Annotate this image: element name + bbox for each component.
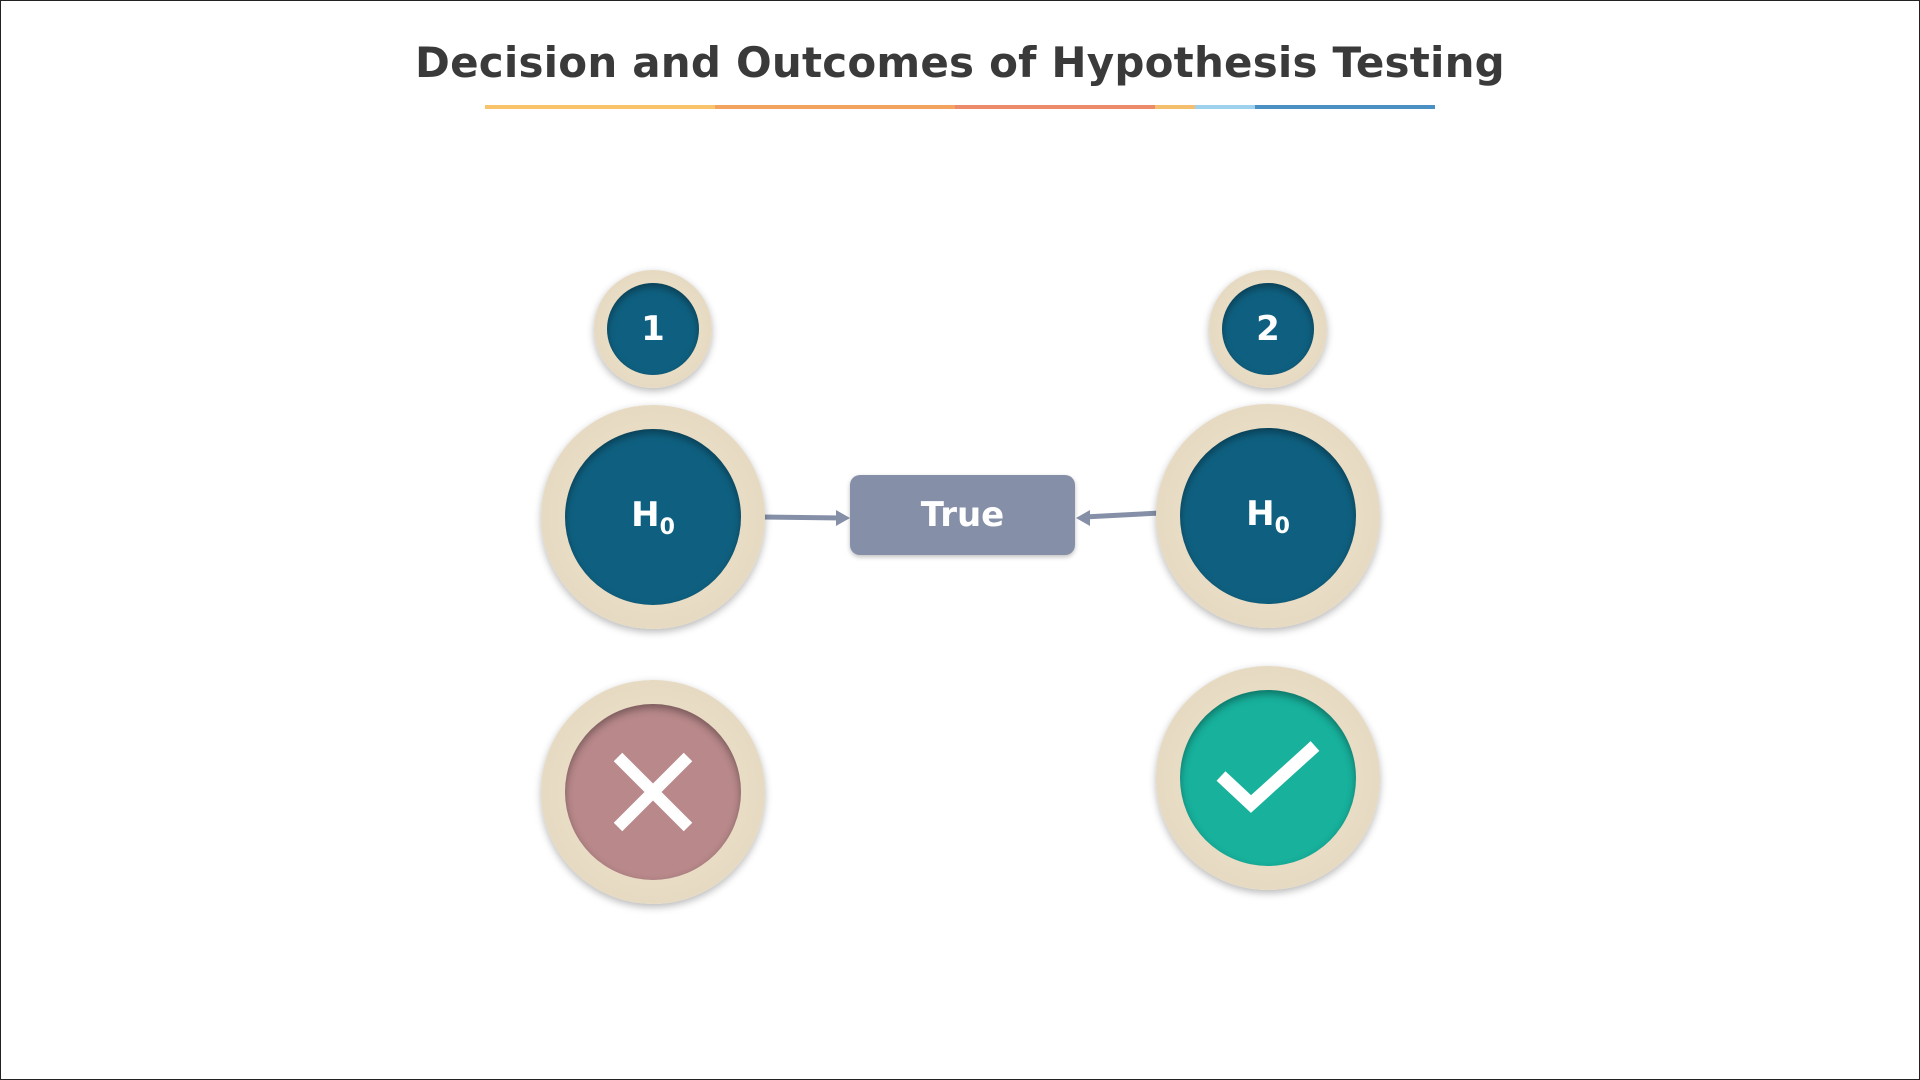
- left-arrow: [759, 514, 843, 521]
- badge-2-label: 2: [1256, 309, 1280, 349]
- hypothesis-1: H0: [565, 429, 741, 605]
- badge-1-label: 1: [641, 309, 665, 349]
- hypothesis-2-label: H0: [1246, 493, 1290, 539]
- accept-outcome: [1180, 690, 1356, 866]
- true-label: True: [920, 495, 1005, 535]
- right-arrowhead: [1076, 510, 1090, 526]
- badge-1: 1: [607, 283, 699, 375]
- x-icon: [613, 752, 693, 832]
- reject-outcome: [565, 704, 741, 880]
- title-underline: [485, 105, 1435, 109]
- right-arrow: [1083, 510, 1161, 520]
- hypothesis-2: H0: [1180, 428, 1356, 604]
- left-arrowhead: [836, 510, 850, 526]
- hypothesis-1-label: H0: [631, 494, 675, 540]
- badge-2: 2: [1222, 283, 1314, 375]
- true-box: True: [850, 475, 1075, 555]
- slide-title: Decision and Outcomes of Hypothesis Test…: [415, 38, 1505, 87]
- check-icon: [1216, 741, 1320, 813]
